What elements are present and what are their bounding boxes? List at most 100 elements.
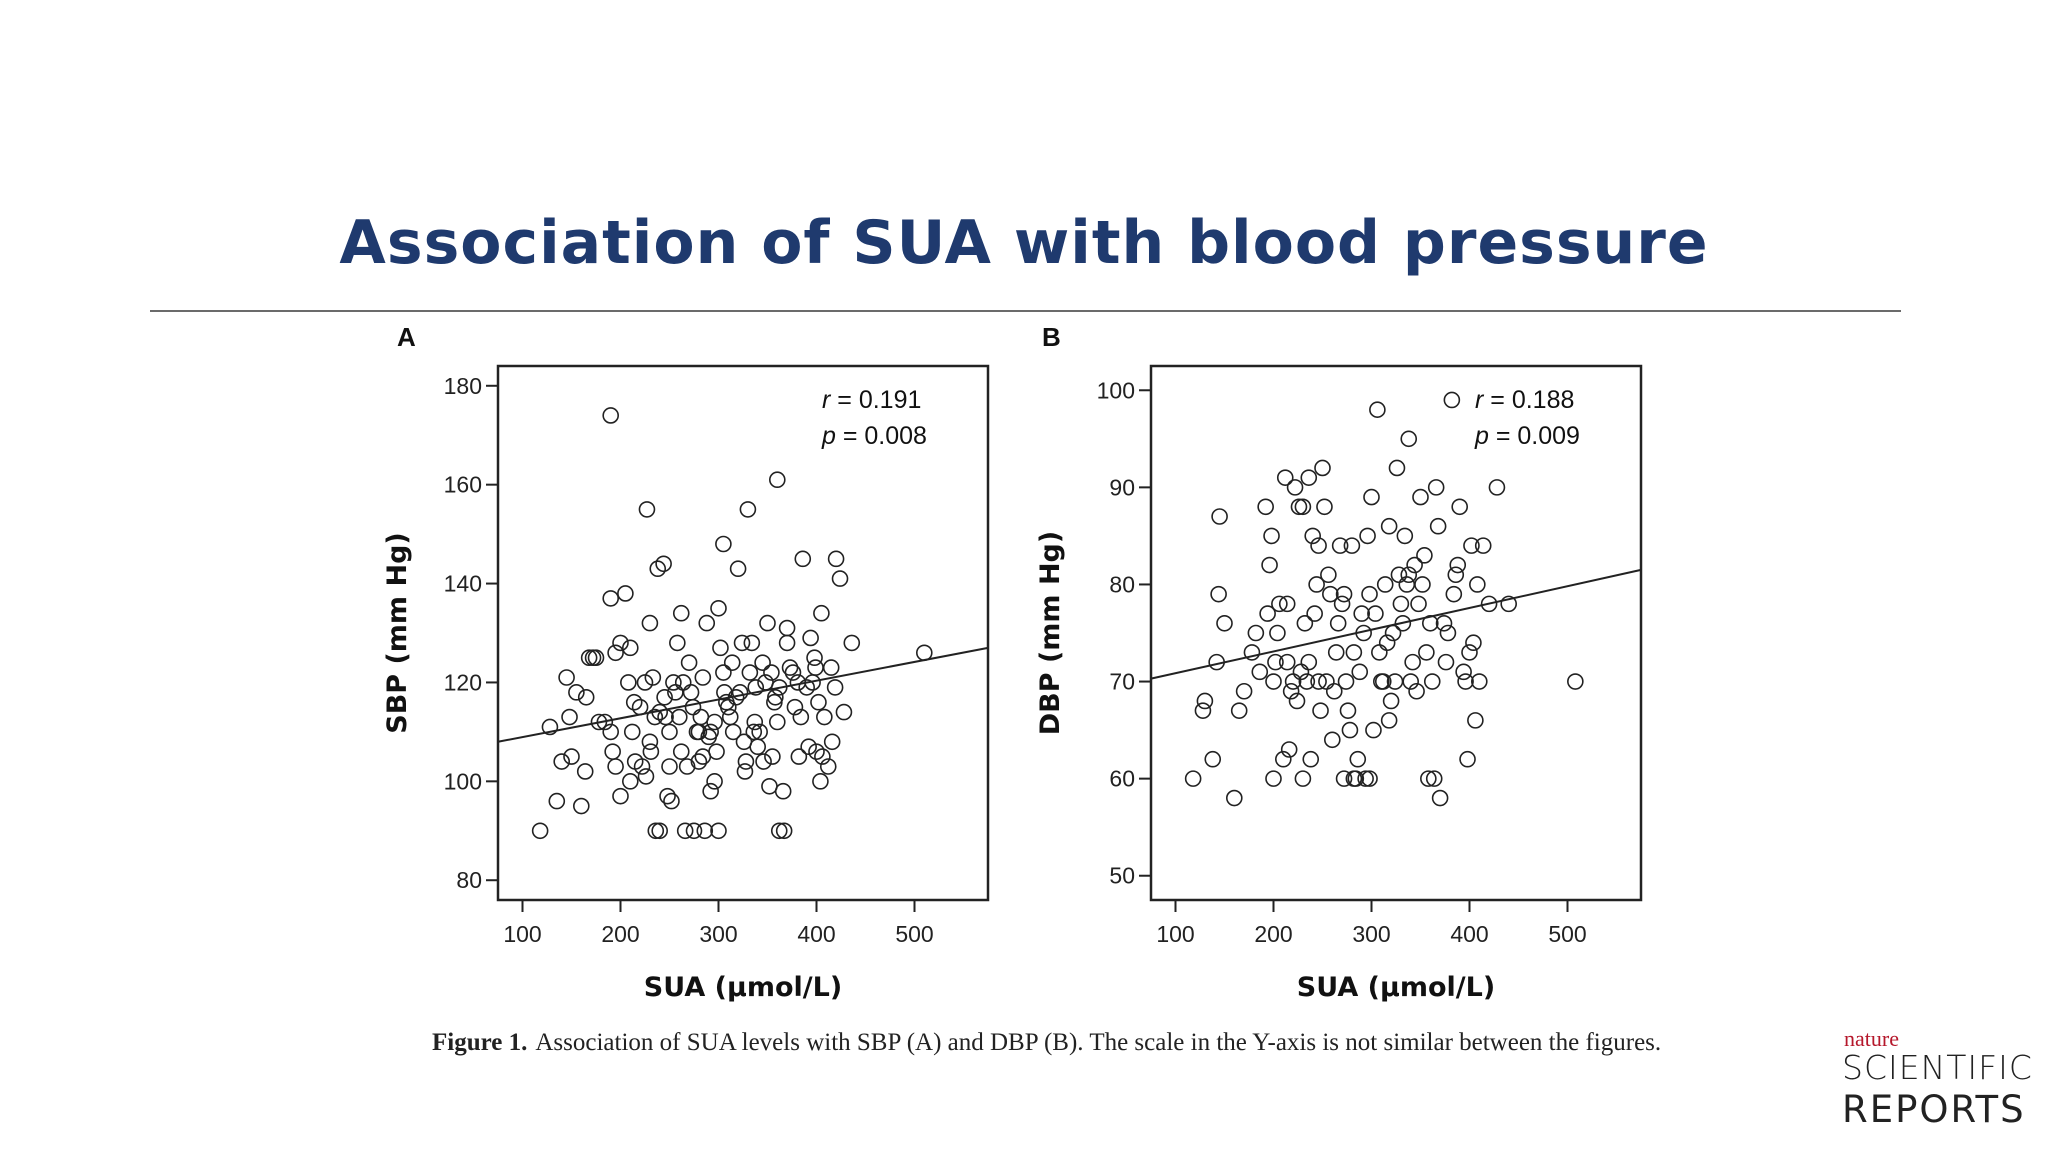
data-point bbox=[1310, 537, 1327, 554]
y-axis-title: DBP (mm Hg) bbox=[1035, 531, 1066, 735]
data-point bbox=[1278, 595, 1296, 613]
data-point bbox=[1337, 673, 1355, 690]
x-tick-label: 200 bbox=[601, 921, 639, 947]
data-point bbox=[768, 713, 786, 731]
data-point bbox=[1351, 663, 1369, 681]
data-point bbox=[1349, 750, 1367, 768]
data-point bbox=[1335, 585, 1353, 603]
data-point bbox=[1320, 566, 1337, 584]
data-point bbox=[764, 748, 781, 765]
data-point bbox=[1339, 702, 1357, 719]
data-point bbox=[563, 748, 580, 765]
data-point bbox=[1247, 624, 1265, 642]
data-point bbox=[1184, 770, 1202, 787]
data-point bbox=[1322, 585, 1339, 603]
data-point bbox=[1455, 663, 1472, 681]
y-axis-title: SBP (mm Hg) bbox=[382, 532, 413, 734]
data-point bbox=[637, 768, 655, 785]
data-point bbox=[541, 718, 559, 736]
data-point bbox=[718, 693, 735, 711]
x-tick-label: 400 bbox=[1450, 921, 1488, 947]
data-point bbox=[1294, 498, 1312, 516]
data-point bbox=[1380, 517, 1398, 535]
data-point bbox=[1406, 556, 1423, 574]
x-tick-label: 500 bbox=[1548, 921, 1586, 947]
data-point bbox=[694, 669, 712, 686]
data-point bbox=[607, 758, 624, 775]
data-point bbox=[644, 669, 662, 686]
data-point bbox=[642, 743, 660, 760]
data-point bbox=[775, 822, 793, 840]
data-point bbox=[794, 550, 812, 568]
data-point bbox=[1292, 663, 1310, 681]
data-point bbox=[1480, 595, 1498, 613]
data-point bbox=[1451, 498, 1468, 516]
data-point bbox=[641, 733, 659, 751]
logo-reports-text: REPORTS bbox=[1842, 1088, 2026, 1131]
y-tick-label: 70 bbox=[1109, 669, 1135, 695]
data-point bbox=[1416, 547, 1433, 564]
data-point bbox=[1290, 498, 1308, 516]
data-point bbox=[694, 748, 712, 765]
data-point bbox=[1420, 770, 1437, 787]
data-point bbox=[798, 679, 816, 696]
data-point bbox=[1204, 750, 1222, 768]
data-point bbox=[572, 797, 590, 815]
data-point bbox=[1333, 595, 1351, 613]
data-point bbox=[759, 614, 776, 632]
data-point bbox=[602, 407, 620, 424]
data-point bbox=[680, 654, 698, 671]
data-point bbox=[696, 822, 714, 840]
data-point bbox=[770, 822, 788, 840]
r-annotation: r = 0.191 bbox=[822, 386, 921, 414]
data-point bbox=[741, 664, 759, 681]
data-point bbox=[1431, 789, 1449, 807]
data-point bbox=[1443, 391, 1461, 409]
data-point bbox=[706, 713, 723, 731]
plot-frame bbox=[496, 364, 990, 902]
data-point bbox=[659, 787, 676, 805]
data-point bbox=[1325, 682, 1343, 700]
data-point bbox=[739, 501, 757, 518]
r-annotation: r = 0.188 bbox=[1475, 386, 1574, 414]
data-point bbox=[754, 654, 771, 671]
data-point bbox=[577, 688, 595, 706]
data-point bbox=[1469, 576, 1486, 593]
data-point bbox=[702, 782, 719, 800]
data-point bbox=[1429, 517, 1447, 535]
data-point bbox=[843, 634, 861, 652]
y-tick-label: 50 bbox=[1109, 863, 1135, 889]
data-point bbox=[1471, 673, 1488, 690]
data-point bbox=[1345, 770, 1363, 787]
data-point bbox=[1226, 789, 1243, 807]
data-point bbox=[672, 604, 690, 622]
data-point bbox=[1300, 469, 1318, 486]
data-point bbox=[638, 501, 656, 518]
data-point bbox=[1467, 712, 1484, 729]
data-point bbox=[1408, 682, 1425, 700]
data-point bbox=[1363, 488, 1380, 506]
data-point bbox=[774, 782, 792, 800]
data-point bbox=[621, 773, 639, 790]
data-point bbox=[1288, 692, 1306, 710]
data-point bbox=[1567, 673, 1584, 690]
data-point bbox=[649, 560, 667, 578]
data-point bbox=[708, 743, 725, 760]
data-point bbox=[768, 471, 786, 489]
data-point bbox=[1465, 634, 1482, 652]
data-point bbox=[736, 763, 754, 780]
data-point bbox=[778, 619, 796, 637]
panel-letter: B bbox=[1042, 322, 1061, 352]
data-point bbox=[1459, 750, 1476, 768]
data-point bbox=[684, 698, 702, 716]
data-point bbox=[1398, 576, 1416, 593]
data-point bbox=[1367, 605, 1384, 622]
data-point bbox=[710, 822, 727, 840]
data-point bbox=[1230, 702, 1248, 719]
data-point bbox=[1423, 673, 1441, 690]
x-tick-label: 100 bbox=[503, 921, 541, 947]
data-point bbox=[746, 713, 764, 731]
data-point bbox=[1400, 566, 1418, 584]
y-tick-label: 160 bbox=[444, 472, 482, 498]
data-point bbox=[716, 684, 733, 701]
